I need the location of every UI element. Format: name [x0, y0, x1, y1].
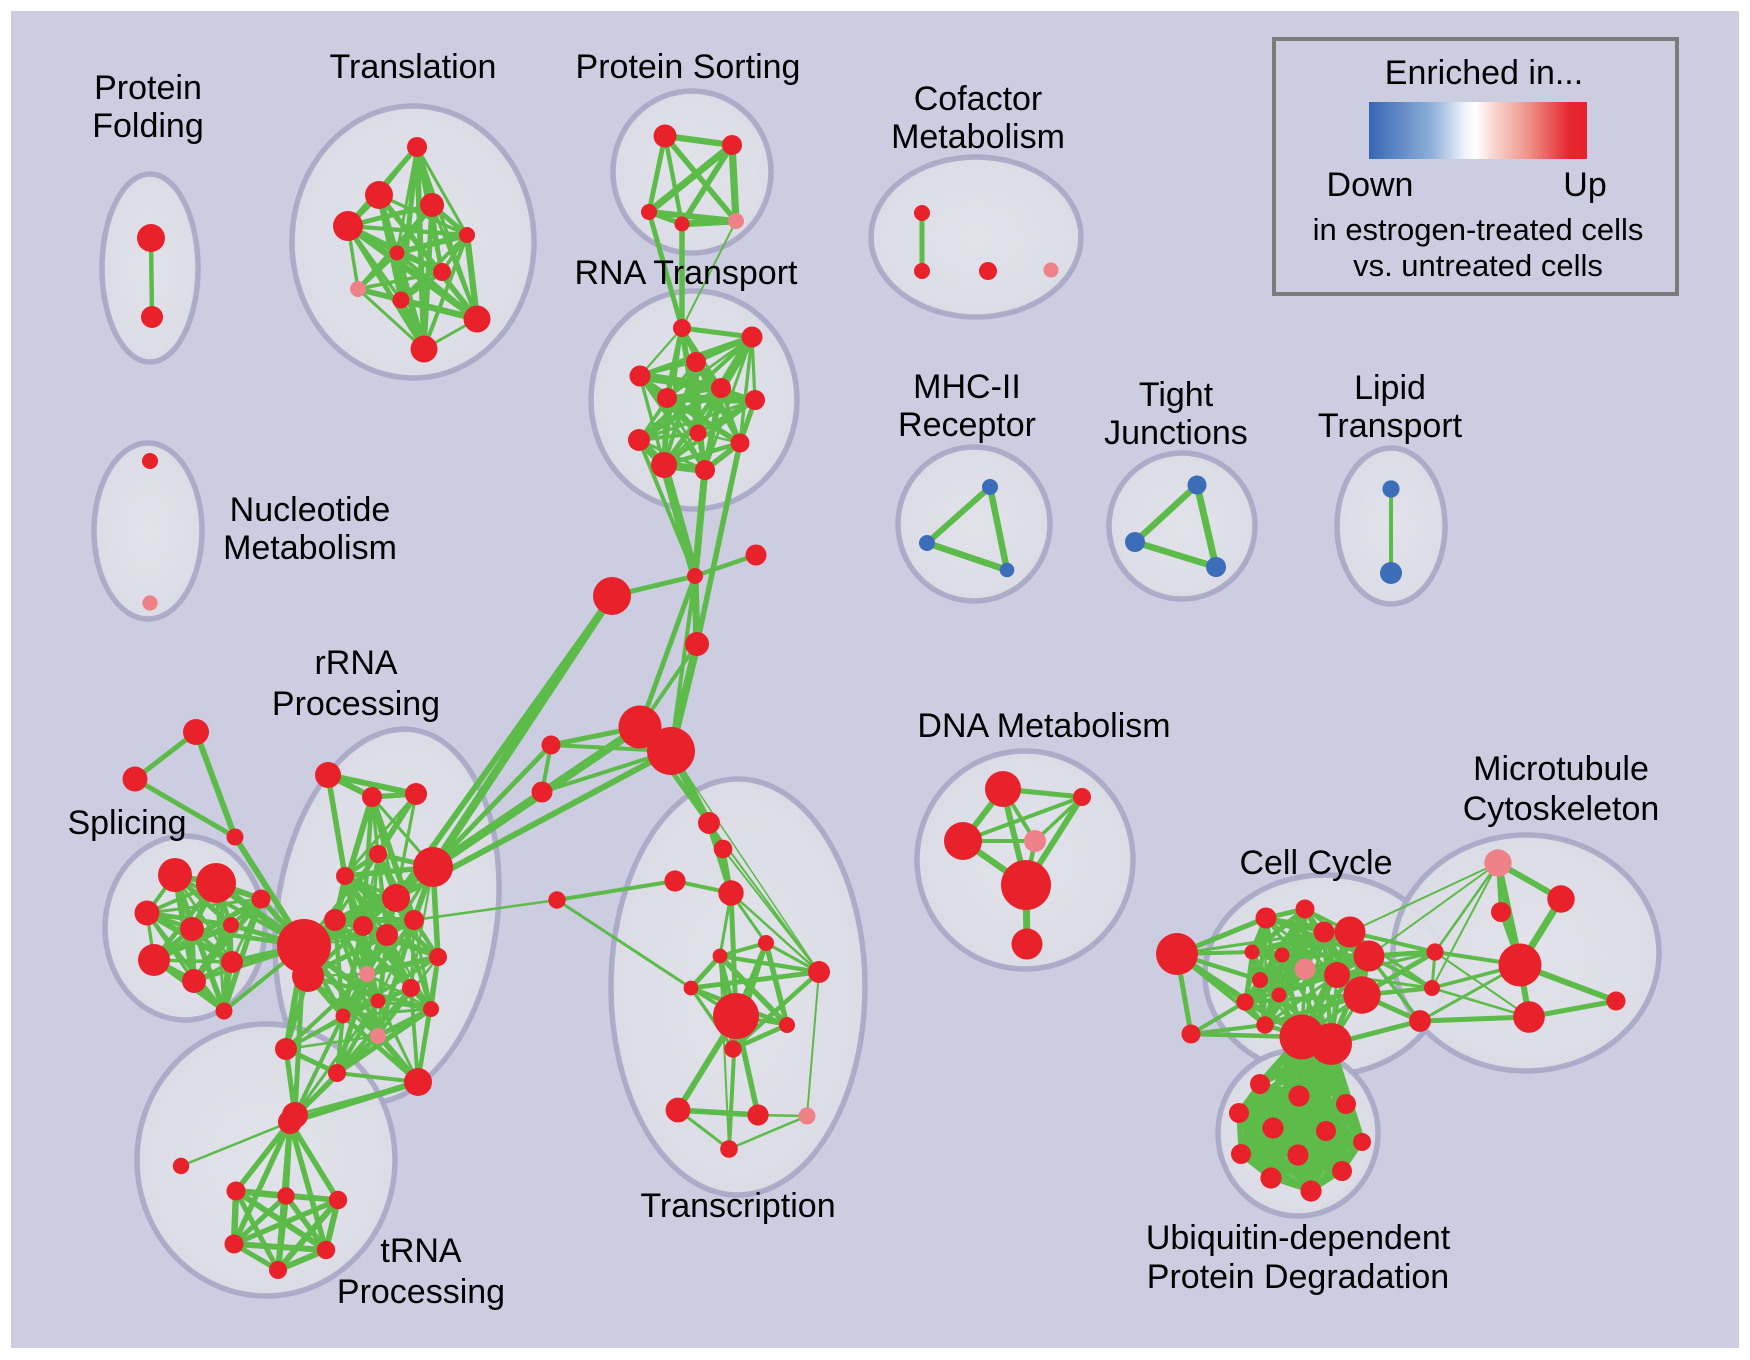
- svg-text:Translation: Translation: [330, 48, 497, 86]
- svg-text:MHC-II: MHC-II: [913, 368, 1021, 406]
- svg-text:Lipid: Lipid: [1354, 369, 1426, 407]
- svg-text:Metabolism: Metabolism: [223, 529, 397, 567]
- svg-text:Ubiquitin-dependent: Ubiquitin-dependent: [1146, 1219, 1451, 1257]
- svg-text:in estrogen-treated cells: in estrogen-treated cells: [1313, 212, 1644, 247]
- svg-text:Nucleotide: Nucleotide: [230, 491, 391, 529]
- svg-text:Microtubule: Microtubule: [1473, 750, 1649, 788]
- svg-text:Enriched in...: Enriched in...: [1385, 54, 1583, 92]
- svg-text:Protein: Protein: [94, 69, 202, 107]
- svg-text:Metabolism: Metabolism: [891, 118, 1065, 156]
- svg-text:DNA Metabolism: DNA Metabolism: [917, 707, 1170, 745]
- svg-text:Cofactor: Cofactor: [914, 80, 1043, 118]
- svg-text:Protein Degradation: Protein Degradation: [1147, 1258, 1449, 1296]
- svg-text:RNA Transport: RNA Transport: [575, 254, 799, 292]
- svg-text:vs. untreated cells: vs. untreated cells: [1353, 248, 1603, 283]
- svg-text:Up: Up: [1563, 166, 1606, 204]
- svg-text:Protein Sorting: Protein Sorting: [576, 48, 801, 86]
- svg-text:Down: Down: [1327, 166, 1414, 204]
- svg-text:Transcription: Transcription: [640, 1187, 835, 1225]
- svg-text:Processing: Processing: [337, 1273, 505, 1311]
- svg-text:rRNA: rRNA: [314, 644, 397, 682]
- svg-text:tRNA: tRNA: [380, 1232, 462, 1270]
- svg-text:Splicing: Splicing: [67, 804, 186, 842]
- svg-text:Cell Cycle: Cell Cycle: [1239, 844, 1392, 882]
- svg-text:Folding: Folding: [92, 107, 204, 145]
- svg-text:Processing: Processing: [272, 685, 440, 723]
- svg-text:Tight: Tight: [1139, 376, 1214, 414]
- svg-text:Junctions: Junctions: [1104, 414, 1248, 452]
- svg-text:Receptor: Receptor: [898, 406, 1036, 444]
- svg-text:Cytoskeleton: Cytoskeleton: [1463, 790, 1660, 828]
- svg-text:Transport: Transport: [1318, 407, 1463, 445]
